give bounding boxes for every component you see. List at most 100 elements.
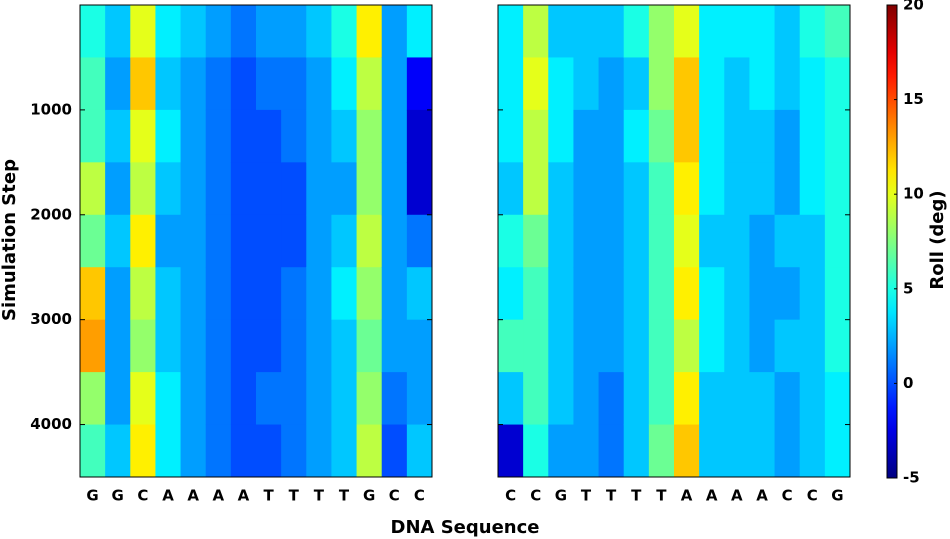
heat-cell xyxy=(573,372,600,426)
heat-cell xyxy=(498,5,524,58)
heat-cell xyxy=(281,109,307,163)
heat-cell xyxy=(523,319,549,373)
heat-cell xyxy=(799,214,826,268)
heat-cell xyxy=(281,424,307,478)
heat-cell xyxy=(623,424,650,478)
x-tick-label: C xyxy=(389,487,400,505)
heat-cell xyxy=(573,319,600,373)
x-tick-label: T xyxy=(606,487,617,505)
x-tick-label: A xyxy=(706,487,718,505)
heat-cell xyxy=(180,372,207,426)
heat-cell xyxy=(406,162,433,216)
heat-cell xyxy=(406,109,433,163)
heat-cell xyxy=(230,57,257,111)
x-tick-label: T xyxy=(339,487,350,505)
heat-cell xyxy=(331,372,358,426)
heat-cell xyxy=(699,267,725,321)
heat-cell xyxy=(155,372,182,426)
heat-cell xyxy=(623,319,650,373)
heat-cell xyxy=(105,267,131,321)
heat-cell xyxy=(205,267,232,321)
x-tick-label: A xyxy=(681,487,693,505)
heat-cell xyxy=(598,109,625,163)
heat-cell xyxy=(105,5,131,58)
heat-cell xyxy=(724,372,750,426)
x-tick-label: T xyxy=(581,487,592,505)
heat-cell xyxy=(356,319,383,373)
x-tick-label: A xyxy=(731,487,743,505)
heat-cell xyxy=(180,5,207,58)
heat-cell xyxy=(548,214,574,268)
heat-cell xyxy=(774,319,801,373)
colorbar-tick-label: 15 xyxy=(903,90,924,108)
heat-cell xyxy=(498,267,524,321)
heat-cell xyxy=(155,424,182,478)
x-tick-label: G xyxy=(112,487,124,505)
heat-cell xyxy=(674,162,700,216)
heat-cell xyxy=(230,319,257,373)
heat-cell xyxy=(623,267,650,321)
heat-cell xyxy=(548,319,574,373)
heat-cell xyxy=(306,5,332,58)
heat-cell xyxy=(230,372,257,426)
heat-cell xyxy=(130,424,156,478)
heat-cell xyxy=(331,162,358,216)
heat-cell xyxy=(674,57,700,111)
heat-cell xyxy=(824,319,851,373)
x-tick-label: G xyxy=(831,487,843,505)
heat-cell xyxy=(105,57,131,111)
heat-cell xyxy=(648,162,675,216)
heat-cell xyxy=(749,57,776,111)
heat-cell xyxy=(306,162,332,216)
panel-frame xyxy=(497,4,851,478)
heat-cell xyxy=(205,5,232,58)
heat-cell xyxy=(724,319,750,373)
heat-cell xyxy=(573,162,600,216)
heat-cell xyxy=(548,162,574,216)
heat-cell xyxy=(749,162,776,216)
heat-cell xyxy=(623,109,650,163)
heat-cell xyxy=(749,267,776,321)
heat-cell xyxy=(256,5,282,58)
heat-cell xyxy=(406,57,433,111)
colorbar-tick-label: 20 xyxy=(903,0,924,14)
x-tick-label: G xyxy=(86,487,98,505)
heat-cell xyxy=(573,5,600,58)
heat-cell xyxy=(130,109,156,163)
heat-cell xyxy=(406,5,433,58)
heat-cell xyxy=(406,214,433,268)
heat-cell xyxy=(230,267,257,321)
heat-cell xyxy=(306,109,332,163)
heat-cell xyxy=(230,214,257,268)
heat-cell xyxy=(306,424,332,478)
heat-cell xyxy=(573,267,600,321)
heat-cell xyxy=(799,162,826,216)
heat-cell xyxy=(180,162,207,216)
heat-cell xyxy=(548,57,574,111)
heat-cell xyxy=(256,319,282,373)
heat-cell xyxy=(699,5,725,58)
y-axis-label: Simulation Step xyxy=(0,159,20,321)
heat-cell xyxy=(381,5,408,58)
heat-cell xyxy=(573,57,600,111)
y-tick-label: 1000 xyxy=(30,100,72,118)
heat-cell xyxy=(381,424,408,478)
heat-cell xyxy=(724,267,750,321)
heat-cell xyxy=(356,162,383,216)
x-tick-label: T xyxy=(289,487,300,505)
heat-cell xyxy=(724,424,750,478)
heat-cell xyxy=(774,267,801,321)
x-tick-label: G xyxy=(363,487,375,505)
heat-cell xyxy=(699,372,725,426)
heat-cell xyxy=(623,372,650,426)
heat-cell xyxy=(674,267,700,321)
heat-cell xyxy=(205,319,232,373)
heat-cell xyxy=(205,214,232,268)
heat-cell xyxy=(774,424,801,478)
heat-cell xyxy=(674,109,700,163)
heat-cell xyxy=(548,5,574,58)
heat-cell xyxy=(598,214,625,268)
heat-cell xyxy=(498,372,524,426)
heat-cell xyxy=(548,109,574,163)
heat-cell xyxy=(356,214,383,268)
